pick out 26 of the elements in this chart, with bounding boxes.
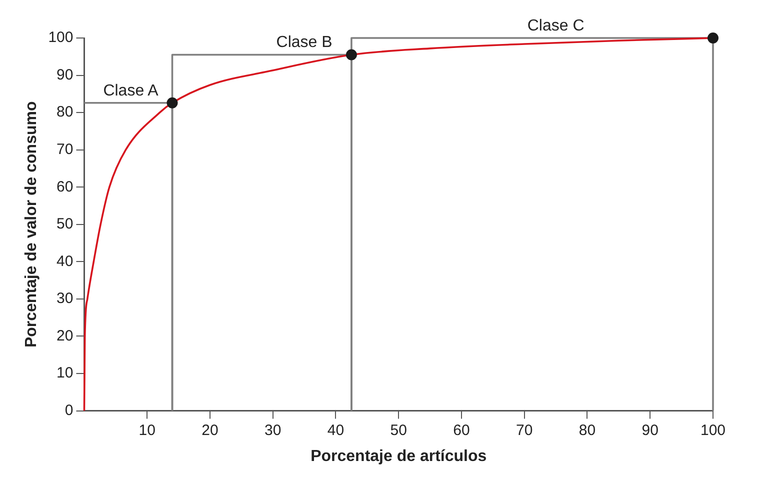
x-tick-label: 30 (264, 422, 282, 439)
y-tick-label: 10 (56, 364, 74, 382)
x-tick-label: 10 (138, 422, 156, 439)
y-tick-label: 50 (56, 216, 74, 233)
annotation: Clase B (276, 34, 332, 52)
y-tick-label: 100 (48, 29, 74, 46)
x-axis-title: Porcentaje de artículos (310, 448, 487, 465)
y-tick-label: 60 (56, 178, 74, 196)
x-tick-label: 80 (578, 422, 596, 439)
y-tick-label: 80 (56, 104, 74, 121)
x-tick-label: 70 (516, 422, 533, 439)
x-tick-label: 40 (327, 422, 344, 439)
x-tick-label: 90 (642, 422, 658, 439)
y-tick-label: 90 (56, 66, 74, 84)
y-tick-label: 30 (56, 290, 74, 308)
x-tick-label: 60 (453, 422, 470, 439)
y-tick-label: 20 (56, 327, 74, 344)
y-tick-label: 40 (56, 252, 74, 270)
y-axis-title: Porcentaje de valor de consumo (23, 101, 40, 348)
annotation: Clase C (527, 17, 584, 34)
x-tick-label: 20 (202, 422, 218, 439)
x-tick-label: 100 (700, 422, 726, 439)
annotation: Clase A (103, 82, 159, 100)
x-tick-label: 50 (390, 422, 407, 439)
y-tick-label: 70 (56, 140, 74, 158)
y-tick-label: 0 (64, 402, 74, 419)
